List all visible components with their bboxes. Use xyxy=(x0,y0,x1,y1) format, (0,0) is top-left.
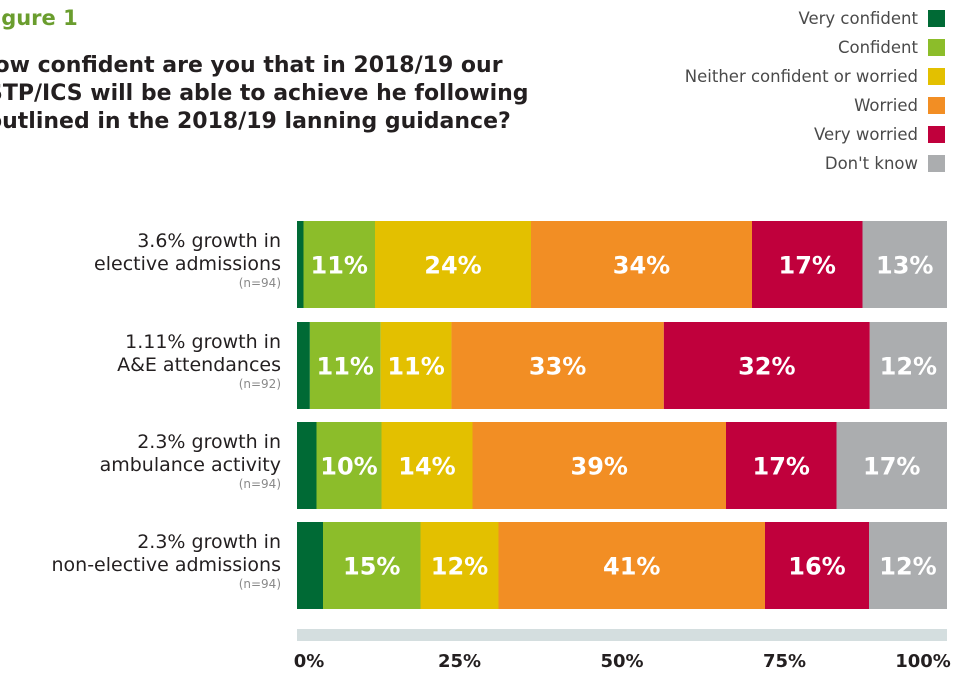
bar-segment xyxy=(836,422,947,509)
data-label: 39% xyxy=(571,453,628,481)
category-label: 1.11% growth in A&E attendances (n=92) xyxy=(0,331,281,391)
data-label: 33% xyxy=(529,353,586,381)
category-label-n: (n=94) xyxy=(238,276,281,290)
bar-segment xyxy=(472,422,726,509)
category-label-line1: 3.6% growth in xyxy=(137,230,281,252)
legend-label: Very confident xyxy=(798,9,918,28)
data-label: 24% xyxy=(424,252,481,280)
bar-segment xyxy=(498,522,765,609)
data-label: 15% xyxy=(343,553,400,581)
bar-segment xyxy=(297,221,304,308)
data-label: 17% xyxy=(753,453,810,481)
bar-segment xyxy=(862,221,947,308)
tick-label: 75% xyxy=(762,651,807,672)
legend-label: Worried xyxy=(854,96,918,115)
bar-segment xyxy=(297,422,317,509)
bar-segment xyxy=(316,422,382,509)
legend-swatch xyxy=(928,68,945,85)
legend-label: Very worried xyxy=(813,125,918,144)
data-label: 17% xyxy=(863,453,920,481)
tick-label: 25% xyxy=(437,651,482,672)
legend-item: Very worried xyxy=(685,120,945,149)
legend-item: Confident xyxy=(685,33,945,62)
bar-segment xyxy=(309,322,381,409)
x-axis-bar xyxy=(297,629,947,641)
category-label-line2: elective admissions xyxy=(94,253,281,275)
legend-swatch xyxy=(928,155,945,172)
data-label: 11% xyxy=(387,353,444,381)
bar-segment xyxy=(752,221,863,308)
data-label: 12% xyxy=(431,553,488,581)
tick-label: 50% xyxy=(600,651,644,672)
legend-swatch xyxy=(928,97,945,114)
bar-segment xyxy=(375,221,531,308)
bar-segment xyxy=(765,522,869,609)
data-label: 11% xyxy=(311,252,368,280)
data-label: 41% xyxy=(603,553,660,581)
data-label: 12% xyxy=(880,353,937,381)
category-label-line2: ambulance activity xyxy=(99,454,281,476)
category-label-line2: A&E attendances xyxy=(117,354,281,376)
legend-label: Confident xyxy=(837,38,918,57)
legend-item: Neither confident or worried xyxy=(685,62,945,91)
data-label: 10% xyxy=(320,453,377,481)
tick-label: 100% xyxy=(895,651,951,672)
bar-segment xyxy=(451,322,664,409)
data-label: 12% xyxy=(879,553,936,581)
legend-label: Don't know xyxy=(824,154,918,173)
bar-segment xyxy=(381,422,473,509)
bar-segment xyxy=(726,422,837,509)
category-label-line2: non-elective admissions xyxy=(51,554,281,576)
data-label: 14% xyxy=(398,453,455,481)
tick-label: 0% xyxy=(293,651,325,672)
data-label: 17% xyxy=(779,252,836,280)
bar-segment xyxy=(323,522,421,609)
legend-swatch xyxy=(928,126,945,143)
bar-segment xyxy=(303,221,375,308)
bar-segment xyxy=(420,522,499,609)
category-label: 2.3% growth in non-elective admissions (n=… xyxy=(0,531,281,591)
legend-swatch xyxy=(928,10,945,27)
chart-title: low confident are you that in 2018/19 ou… xyxy=(0,53,529,134)
bar-segment xyxy=(297,322,310,409)
data-label: 32% xyxy=(738,353,795,381)
data-label: 11% xyxy=(317,353,374,381)
category-label-n: (n=94) xyxy=(238,577,281,591)
legend-item: Worried xyxy=(685,91,945,120)
bar-segment xyxy=(531,221,752,308)
legend-item: Don't know xyxy=(685,149,945,178)
bar-segment xyxy=(869,322,947,409)
bar-segment xyxy=(869,522,947,609)
data-label: 34% xyxy=(613,252,670,280)
legend-item: Very confident xyxy=(685,4,945,33)
bar-segment xyxy=(297,522,323,609)
bar-segment xyxy=(663,322,870,409)
category-label-line1: 2.3% growth in xyxy=(137,431,281,453)
legend-swatch xyxy=(928,39,945,56)
category-label-line1: 2.3% growth in xyxy=(137,531,281,553)
data-label: 13% xyxy=(876,252,933,280)
category-label-n: (n=92) xyxy=(238,377,281,391)
bar-segment xyxy=(380,322,452,409)
legend: Very confident Confident Neither confident… xyxy=(685,4,945,178)
category-label-line1: 1.11% growth in xyxy=(125,331,281,353)
figure-label: igure 1 xyxy=(0,6,78,30)
category-label-n: (n=94) xyxy=(238,477,281,491)
category-label: 2.3% growth in ambulance activity (n=94) xyxy=(0,431,281,491)
legend-label: Neither confident or worried xyxy=(684,67,918,86)
data-label: 16% xyxy=(788,553,845,581)
category-label: 3.6% growth in elective admissions (n=94) xyxy=(0,230,281,290)
